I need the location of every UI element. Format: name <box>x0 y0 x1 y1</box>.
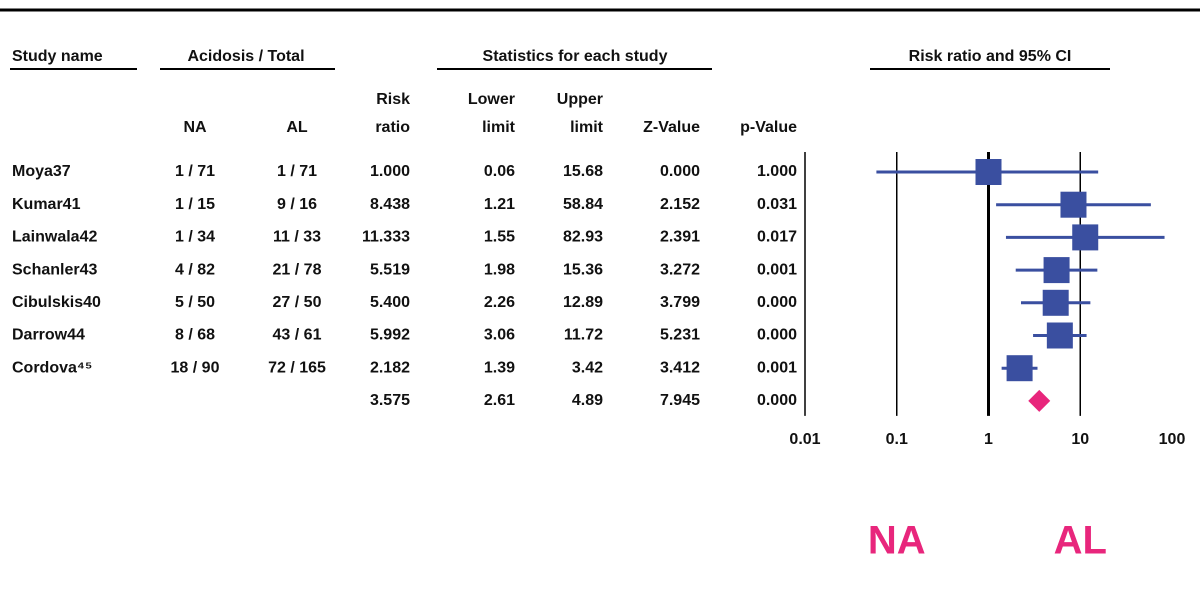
study-name: Schanler43 <box>12 261 97 278</box>
cell: 0.000 <box>757 294 797 311</box>
cell: 1.000 <box>370 163 410 180</box>
cell: 4.89 <box>572 392 603 409</box>
cell: 3.272 <box>660 261 700 278</box>
cell: 2.152 <box>660 196 700 213</box>
study-name: Darrow44 <box>12 327 85 344</box>
study-name: Cordova⁴⁵ <box>12 359 92 376</box>
estimate-square <box>975 159 1002 185</box>
cell: 27 / 50 <box>273 294 322 311</box>
cell: 1.55 <box>484 229 515 246</box>
cell: 21 / 78 <box>273 261 322 278</box>
cell: 0.000 <box>660 163 700 180</box>
cell: 0.001 <box>757 359 797 376</box>
cell: 5.231 <box>660 327 700 344</box>
cell: 9 / 16 <box>277 196 317 213</box>
estimate-square <box>1042 289 1069 316</box>
column-header: AL <box>286 119 308 136</box>
x-tick-label: 0.1 <box>886 431 908 448</box>
cell: 15.36 <box>563 261 603 278</box>
x-tick-label: 0.01 <box>789 431 820 448</box>
cell: 0.017 <box>757 229 797 246</box>
cell: 5.400 <box>370 294 410 311</box>
study-name: Cibulskis40 <box>12 294 101 311</box>
column-header: p-Value <box>740 119 797 136</box>
cell: 3.575 <box>370 392 410 409</box>
cell: 58.84 <box>563 196 603 213</box>
cell: 0.000 <box>757 327 797 344</box>
estimate-square <box>1043 257 1070 284</box>
study-name: Kumar41 <box>12 196 81 213</box>
estimate-square <box>1006 355 1033 382</box>
cell: 0.000 <box>757 392 797 409</box>
cell: 1 / 15 <box>175 196 215 213</box>
group-header: Statistics for each study <box>483 48 668 65</box>
cell: 3.06 <box>484 327 515 344</box>
cell: 11.333 <box>362 229 410 246</box>
cell: 7.945 <box>660 392 700 409</box>
x-tick-label: 100 <box>1159 431 1186 448</box>
cell: 2.391 <box>660 229 700 246</box>
column-header: ratio <box>375 119 410 136</box>
cell: 11 / 33 <box>273 229 321 246</box>
cell: 2.182 <box>370 359 410 376</box>
column-header: Z-Value <box>643 119 700 136</box>
cell: 1.000 <box>757 163 797 180</box>
estimate-square <box>1046 322 1073 349</box>
cell: 11.72 <box>564 327 603 344</box>
column-header: limit <box>482 119 516 136</box>
column-header: Lower <box>468 91 515 108</box>
column-header: NA <box>183 119 207 136</box>
cell: 4 / 82 <box>175 261 215 278</box>
group-header: Acidosis / Total <box>187 48 304 65</box>
column-header: Risk <box>376 91 410 108</box>
cell: 1.21 <box>484 196 515 213</box>
side-label: AL <box>1054 519 1107 563</box>
estimate-square <box>1072 224 1099 251</box>
x-tick-label: 1 <box>984 431 993 448</box>
cell: 12.89 <box>563 294 603 311</box>
cell: 1.39 <box>484 359 515 376</box>
group-header: Study name <box>12 48 103 65</box>
cell: 0.001 <box>757 261 797 278</box>
x-tick-label: 10 <box>1071 431 1089 448</box>
side-label: NA <box>868 519 926 563</box>
cell: 1 / 71 <box>277 163 317 180</box>
study-name: Lainwala42 <box>12 229 97 246</box>
cell: 0.06 <box>484 163 515 180</box>
column-header: limit <box>570 119 604 136</box>
cell: 2.61 <box>484 392 515 409</box>
summary-diamond <box>1028 389 1051 412</box>
cell: 3.42 <box>572 359 603 376</box>
cell: 18 / 90 <box>171 359 220 376</box>
cell: 3.799 <box>660 294 700 311</box>
study-name: Moya37 <box>12 163 71 180</box>
estimate-square <box>1060 191 1087 218</box>
cell: 0.031 <box>757 196 797 213</box>
cell: 3.412 <box>660 359 700 376</box>
column-header: Upper <box>557 91 603 108</box>
cell: 43 / 61 <box>273 327 322 344</box>
cell: 8 / 68 <box>175 327 215 344</box>
cell: 2.26 <box>484 294 515 311</box>
cell: 8.438 <box>370 196 410 213</box>
cell: 5.992 <box>370 327 410 344</box>
cell: 82.93 <box>563 229 603 246</box>
cell: 15.68 <box>563 163 603 180</box>
cell: 1.98 <box>484 261 515 278</box>
cell: 72 / 165 <box>268 359 326 376</box>
cell: 5 / 50 <box>175 294 215 311</box>
chart-title: Risk ratio and 95% CI <box>909 48 1072 65</box>
cell: 1 / 71 <box>175 163 215 180</box>
cell: 5.519 <box>370 261 410 278</box>
cell: 1 / 34 <box>175 229 215 246</box>
